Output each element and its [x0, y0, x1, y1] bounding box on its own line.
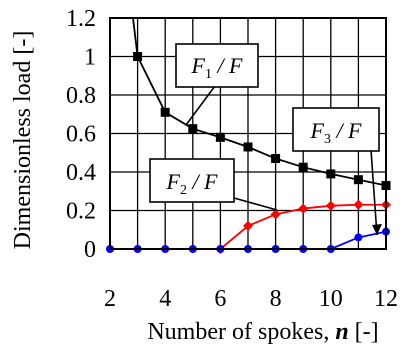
annotation-f2: F2 / F — [149, 158, 278, 211]
data-point — [298, 162, 308, 172]
x-axis-title-prefix: Number of spokes, — [147, 319, 335, 345]
y-tick-label: 0.4 — [66, 160, 96, 186]
annotation-f2-text: F2 / F — [165, 169, 218, 198]
annotation-f3-text: F3 / F — [309, 118, 362, 147]
annotation-f1: F1 / F — [175, 43, 259, 126]
annotation-f3: F3 / F — [292, 107, 382, 236]
annotation-f2-pointer — [233, 197, 278, 211]
x-tick-labels: 2 4 6 8 10 12 — [104, 286, 398, 312]
annotation-f2-box — [149, 158, 235, 203]
data-point — [243, 220, 253, 231]
series-1 — [132, 17, 391, 190]
annotation-f3-box — [292, 107, 380, 152]
data-point — [160, 107, 170, 117]
annotation-f3-pointer — [370, 149, 378, 236]
data-point — [353, 175, 363, 185]
y-tick-label: 0.8 — [66, 83, 96, 109]
data-point — [326, 169, 336, 179]
annotation-f1-text: F1 / F — [190, 53, 243, 82]
data-point — [188, 124, 198, 134]
y-axis-title: Dimensionless load [-] — [10, 31, 36, 250]
annotation-f1-box — [175, 43, 259, 88]
y-tick-label: 0.2 — [66, 199, 96, 225]
x-tick-label: 6 — [214, 286, 226, 312]
y-tick-label: 1 — [84, 45, 96, 71]
plot-frame — [109, 17, 387, 250]
y-tick-labels: 0 0.2 0.4 0.6 0.8 1 1.2 — [66, 6, 96, 263]
data-point — [271, 154, 281, 164]
y-tick-label: 0.6 — [66, 122, 96, 148]
x-axis-title: Number of spokes, n [-] — [147, 319, 378, 345]
data-point — [298, 203, 309, 214]
x-tick-label: 10 — [319, 286, 343, 312]
y-tick-label: 0 — [84, 237, 96, 263]
data-point — [353, 199, 364, 210]
data-point — [354, 233, 363, 242]
x-axis-title-variable: n — [335, 319, 348, 345]
data-point — [133, 52, 143, 61]
x-tick-label: 12 — [374, 286, 398, 312]
data-point — [270, 209, 281, 220]
data-point — [325, 200, 336, 211]
y-tick-label: 1.2 — [66, 6, 96, 32]
x-tick-label: 2 — [104, 286, 116, 312]
x-tick-label: 8 — [270, 286, 282, 312]
x-axis-title-suffix: [-] — [349, 319, 379, 345]
annotation-f1-pointer — [185, 85, 216, 126]
annotation-f3-arrowhead — [372, 224, 382, 235]
data-point — [243, 142, 253, 152]
x-tick-label: 4 — [159, 286, 171, 312]
data-point — [215, 132, 225, 142]
